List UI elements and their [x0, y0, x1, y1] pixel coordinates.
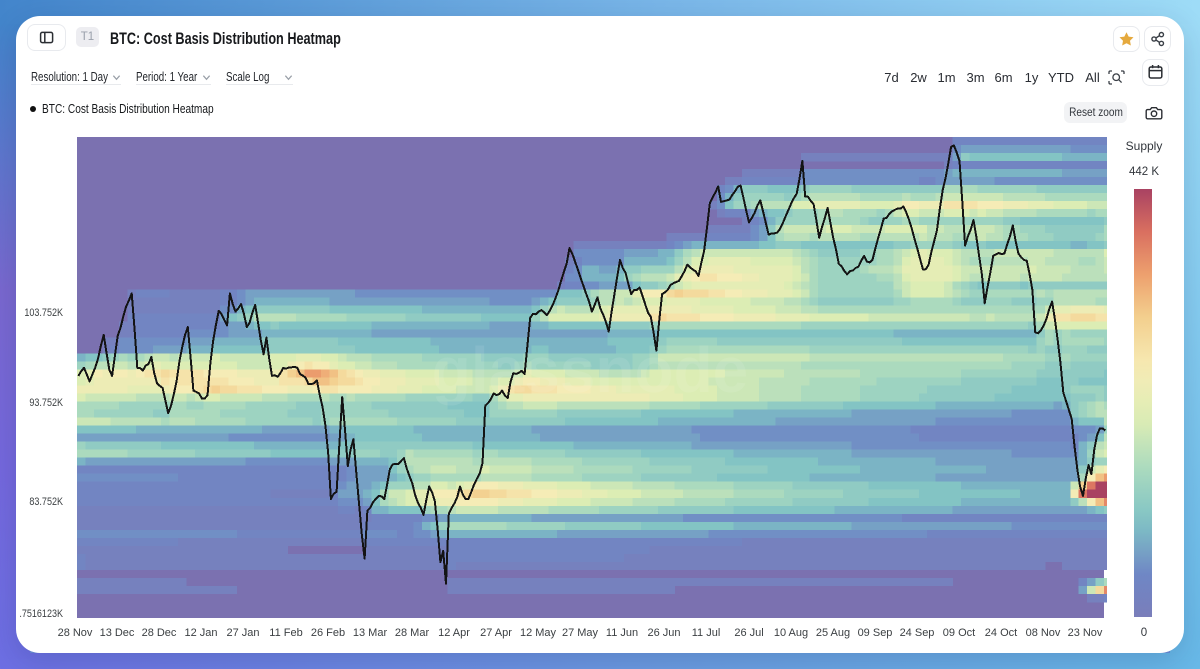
svg-text:glassnode: glassnode [432, 334, 749, 406]
